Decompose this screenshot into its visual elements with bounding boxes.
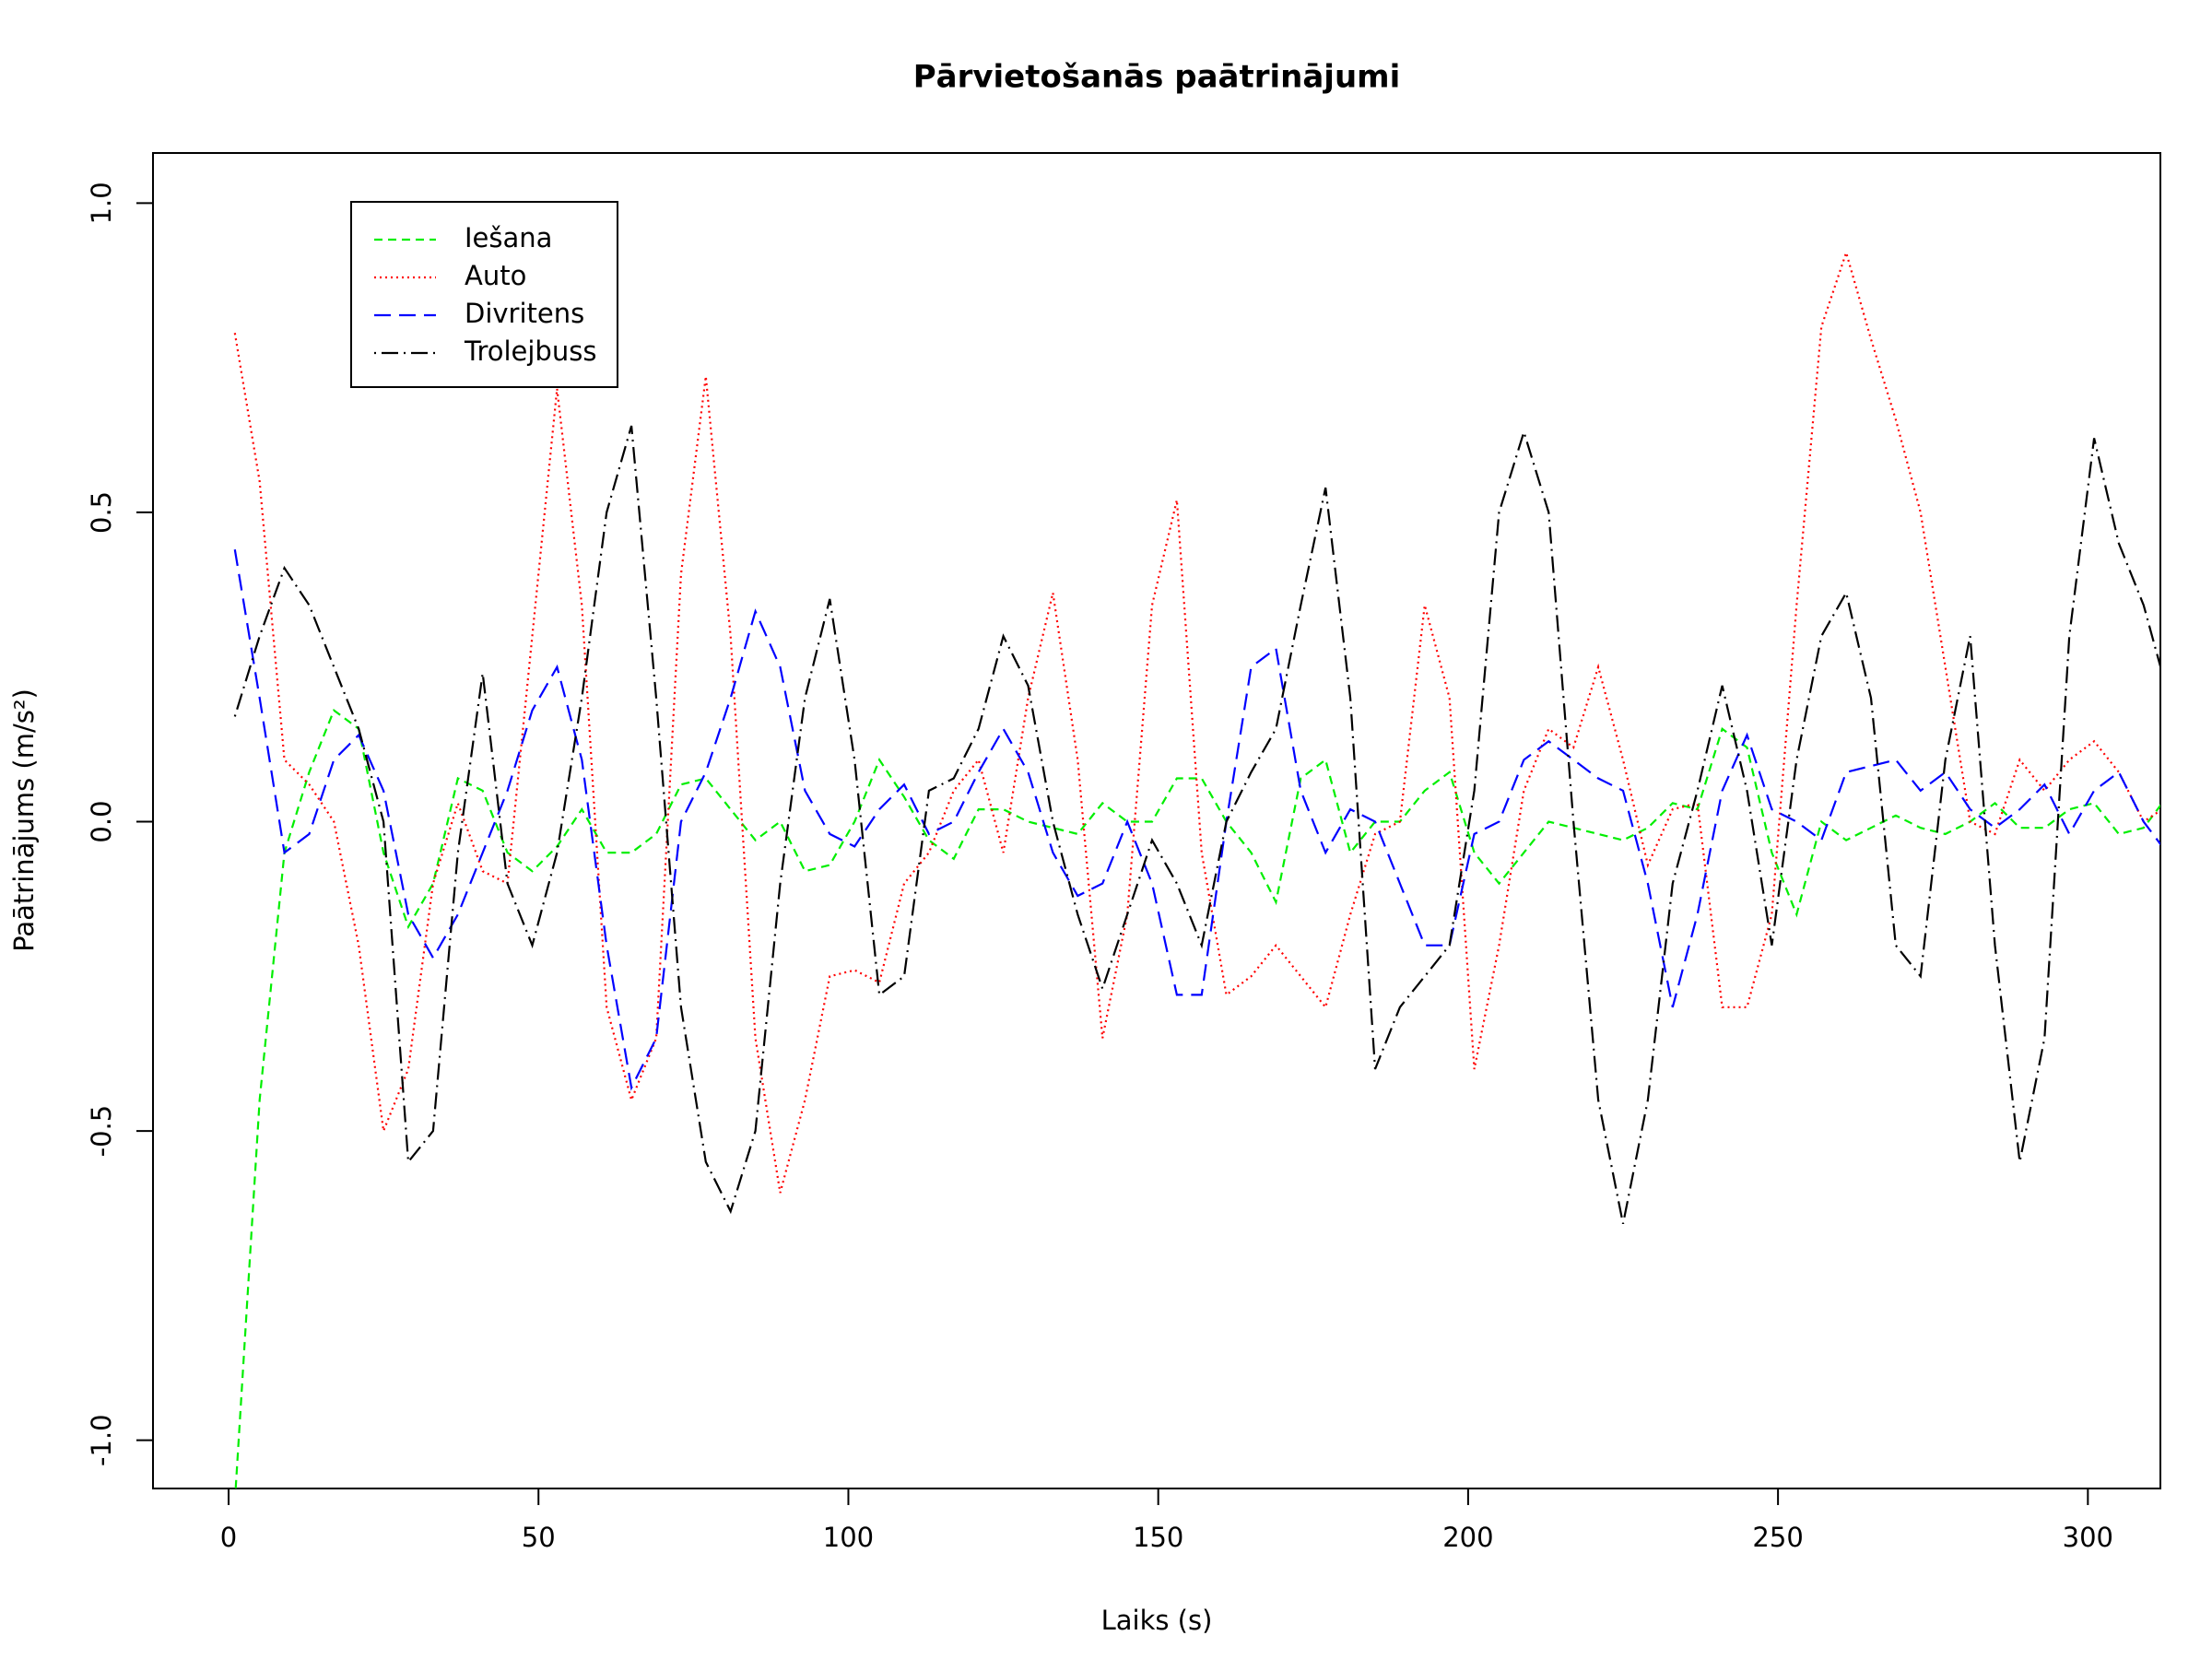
legend-box xyxy=(350,201,618,388)
series-line xyxy=(233,549,2160,1091)
x-axis-label: Laiks (s) xyxy=(1101,1605,1213,1636)
legend-label: Divritens xyxy=(465,298,584,329)
plot-area xyxy=(233,249,2160,1488)
y-tick-label: 0.5 xyxy=(86,491,117,534)
x-tick-label: 100 xyxy=(823,1522,874,1553)
x-tick-label: 250 xyxy=(1752,1522,1803,1553)
x-tick-label: 50 xyxy=(522,1522,556,1553)
y-tick-label: -0.5 xyxy=(86,1105,117,1158)
legend-label: Auto xyxy=(465,260,526,291)
x-tick-label: 300 xyxy=(2063,1522,2113,1553)
y-tick-label: 1.0 xyxy=(86,182,117,224)
plot-frame xyxy=(152,152,2161,1489)
series-line xyxy=(234,708,2160,1488)
x-tick-label: 150 xyxy=(1133,1522,1183,1553)
y-tick-label: 0.0 xyxy=(86,800,117,842)
legend-label: Trolejbuss xyxy=(464,335,596,367)
legend-label: Iešana xyxy=(465,222,552,253)
series-line xyxy=(233,425,2160,1225)
y-tick-label: -1.0 xyxy=(86,1414,117,1466)
chart-title: Pārvietošanās paātrinājumi xyxy=(913,59,1401,96)
x-tick-label: 200 xyxy=(1442,1522,1493,1553)
x-tick-label: 0 xyxy=(220,1522,237,1553)
y-axis-label: Paātrinājums (m/s²) xyxy=(8,688,40,952)
